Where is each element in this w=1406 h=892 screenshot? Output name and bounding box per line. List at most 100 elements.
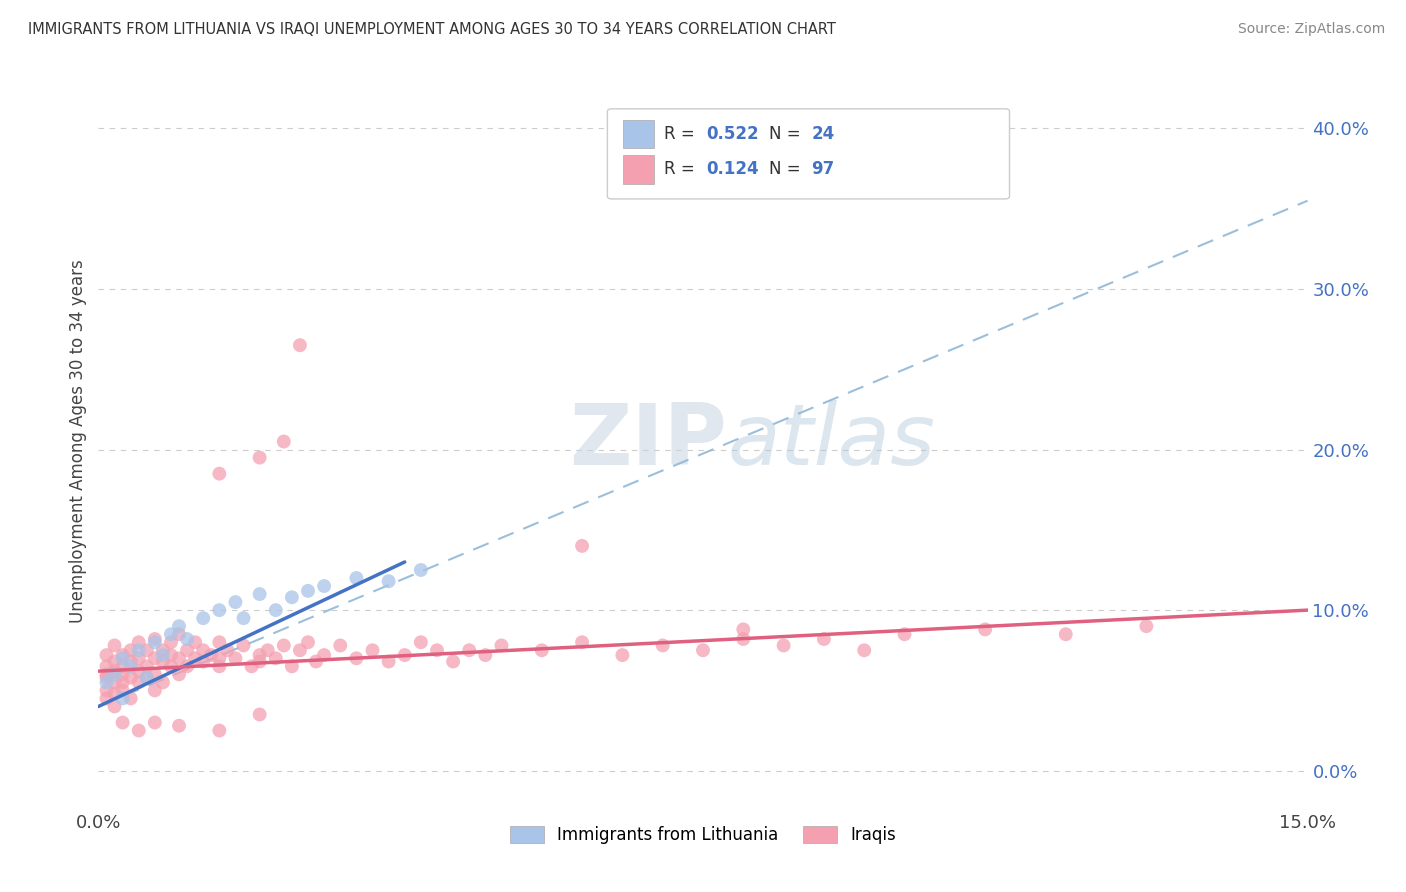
Point [377, 655, 399, 669]
Point [273, 639, 295, 653]
Point [167, 667, 190, 681]
Point [184, 651, 207, 665]
Point [152, 648, 174, 662]
Point [96, 671, 118, 685]
Text: 0.124: 0.124 [706, 161, 758, 178]
Point [193, 611, 215, 625]
Point [1135, 619, 1157, 633]
Point [733, 623, 755, 637]
Point [441, 655, 464, 669]
Point [103, 664, 125, 678]
Point [426, 643, 449, 657]
Point [305, 655, 328, 669]
Point [167, 651, 190, 665]
Point [314, 648, 336, 662]
Point [143, 632, 166, 646]
Point [111, 683, 134, 698]
Text: 0.522: 0.522 [706, 125, 758, 143]
Point [160, 627, 183, 641]
Text: Source: ZipAtlas.com: Source: ZipAtlas.com [1237, 22, 1385, 37]
Point [152, 655, 174, 669]
Point [103, 675, 125, 690]
Text: atlas: atlas [727, 400, 935, 483]
Point [111, 648, 134, 662]
Legend: Immigrants from Lithuania, Iraqis: Immigrants from Lithuania, Iraqis [502, 817, 904, 852]
Point [128, 643, 150, 657]
Point [217, 643, 239, 657]
Point [249, 587, 271, 601]
Point [111, 715, 134, 730]
Point [249, 648, 271, 662]
Point [651, 639, 673, 653]
Point [120, 691, 142, 706]
Point [160, 648, 183, 662]
Point [167, 719, 190, 733]
Point [111, 691, 134, 706]
Point [128, 651, 150, 665]
Point [128, 675, 150, 690]
Point [224, 651, 246, 665]
Point [103, 687, 125, 701]
Point [135, 671, 157, 685]
Point [530, 643, 553, 657]
Point [120, 659, 142, 673]
Point [135, 643, 157, 657]
Point [208, 723, 231, 738]
Point [409, 635, 432, 649]
Point [96, 659, 118, 673]
Text: N =: N = [769, 125, 806, 143]
Point [264, 651, 287, 665]
Point [120, 643, 142, 657]
Point [111, 659, 134, 673]
Point [249, 707, 271, 722]
Point [344, 651, 367, 665]
Point [103, 667, 125, 681]
Point [152, 643, 174, 657]
Point [167, 619, 190, 633]
Point [103, 639, 125, 653]
Point [329, 639, 352, 653]
Point [361, 643, 384, 657]
Point [152, 675, 174, 690]
Point [281, 591, 304, 605]
Point [232, 611, 254, 625]
Point [288, 643, 311, 657]
Text: 24: 24 [811, 125, 835, 143]
Point [240, 659, 263, 673]
Point [232, 639, 254, 653]
Point [249, 450, 271, 465]
Point [143, 715, 166, 730]
Point [474, 648, 496, 662]
Point [96, 667, 118, 681]
Point [264, 603, 287, 617]
Point [120, 655, 142, 669]
Point [96, 648, 118, 662]
Point [143, 667, 166, 681]
Point [128, 664, 150, 678]
Point [103, 699, 125, 714]
Point [571, 539, 593, 553]
Point [120, 671, 142, 685]
Point [143, 683, 166, 698]
Point [96, 691, 118, 706]
Point [394, 648, 416, 662]
Text: IMMIGRANTS FROM LITHUANIA VS IRAQI UNEMPLOYMENT AMONG AGES 30 TO 34 YEARS CORREL: IMMIGRANTS FROM LITHUANIA VS IRAQI UNEMP… [28, 22, 837, 37]
Point [103, 655, 125, 669]
Text: R =: R = [664, 161, 700, 178]
Text: R =: R = [664, 125, 700, 143]
Point [281, 659, 304, 673]
Point [772, 639, 794, 653]
Point [111, 651, 134, 665]
Point [853, 643, 876, 657]
Point [273, 434, 295, 449]
Point [224, 595, 246, 609]
Point [733, 632, 755, 646]
Point [208, 651, 231, 665]
Point [249, 655, 271, 669]
Point [458, 643, 481, 657]
Text: 97: 97 [811, 161, 835, 178]
Point [128, 635, 150, 649]
Point [208, 603, 231, 617]
Point [135, 671, 157, 685]
Point [208, 467, 231, 481]
